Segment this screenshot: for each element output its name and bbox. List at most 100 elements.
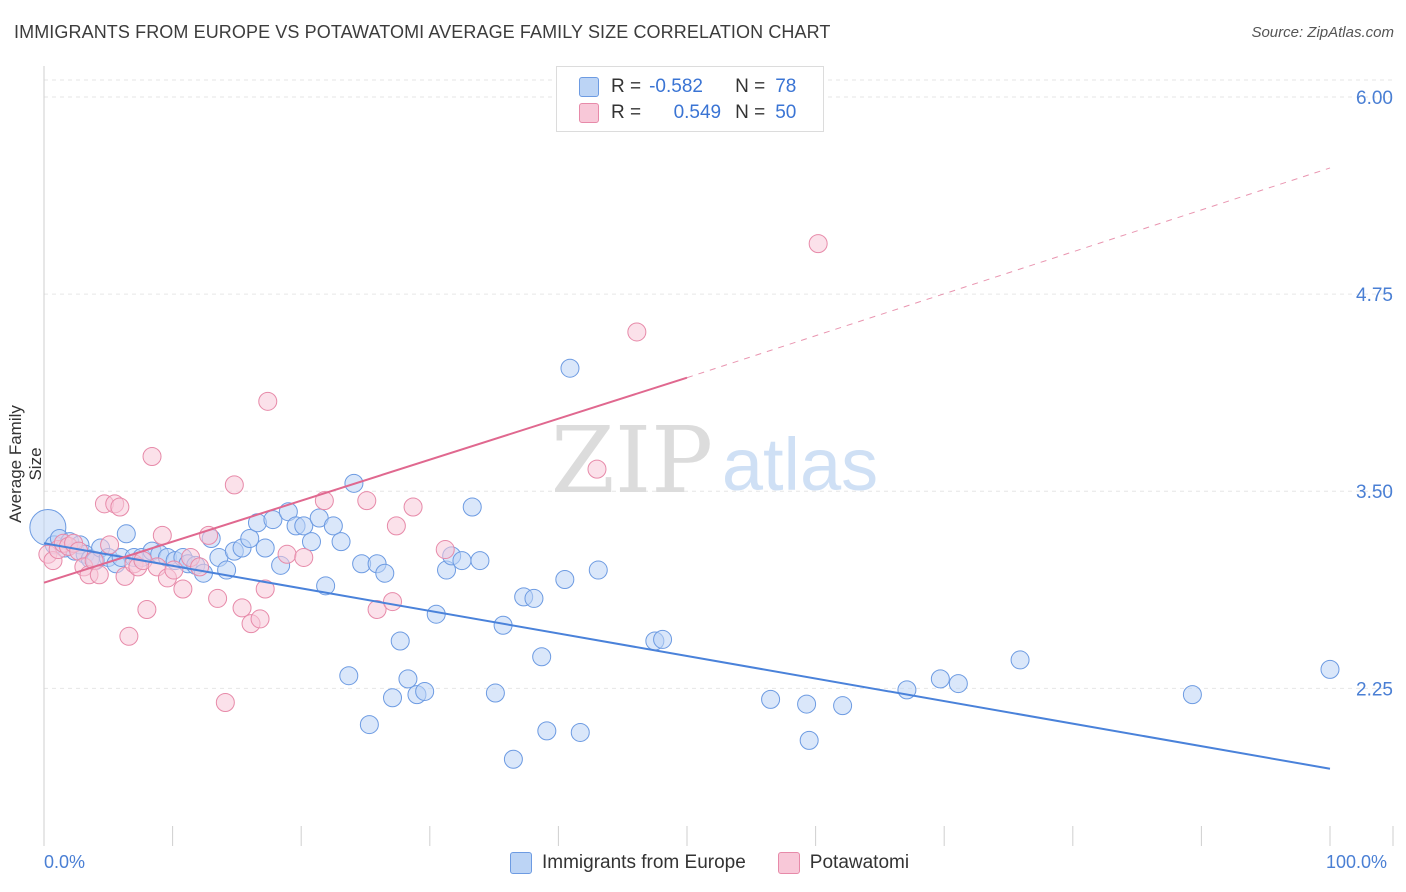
point-europe	[398, 669, 418, 689]
stats-legend: R = -0.582 N = 78 R = 0.549 N = 50	[556, 66, 824, 132]
point-potawatomi	[294, 547, 314, 567]
point-europe	[301, 532, 321, 552]
y-tick-label: 6.00	[1356, 88, 1393, 109]
trend-line-potawatomi	[43, 376, 688, 584]
point-europe	[359, 715, 379, 735]
point-europe	[462, 497, 482, 517]
point-europe	[833, 696, 853, 716]
legend-row-europe: R = -0.582 N = 78	[579, 76, 796, 98]
point-europe	[761, 689, 781, 709]
trend-line-potawatomi-extension	[686, 167, 1331, 379]
point-potawatomi	[808, 234, 828, 254]
point-europe	[532, 647, 552, 667]
data-points	[29, 234, 1340, 769]
point-europe	[799, 730, 819, 750]
point-europe	[503, 749, 523, 769]
y-tick-label: 4.75	[1356, 285, 1393, 306]
point-potawatomi	[190, 557, 210, 577]
point-europe	[415, 681, 435, 701]
legend-swatch-pink	[579, 103, 599, 123]
point-europe	[653, 629, 673, 649]
x-tick-max: 100.0%	[1326, 852, 1388, 872]
point-europe	[339, 666, 359, 686]
legend-r-value: 0.549	[673, 102, 722, 123]
point-potawatomi	[142, 447, 162, 467]
point-potawatomi	[110, 497, 130, 517]
legend-item-potawatomi: Potawatomi	[777, 852, 910, 874]
y-tick-label: 2.25	[1356, 679, 1393, 700]
point-potawatomi	[403, 497, 423, 517]
y-tick-label: 3.50	[1356, 482, 1393, 503]
point-potawatomi	[137, 599, 157, 619]
point-potawatomi	[587, 459, 607, 479]
point-europe	[588, 560, 608, 580]
y-axis-label: Average Family Size	[6, 405, 45, 523]
x-tick-min: 0.0%	[44, 852, 86, 872]
point-potawatomi	[232, 598, 252, 618]
point-potawatomi	[89, 565, 109, 585]
source-label: Source: ZipAtlas.com	[1251, 24, 1394, 41]
legend-n-label: N =	[735, 102, 766, 123]
legend-n-label: N =	[735, 76, 766, 97]
grid-lines	[44, 79, 1394, 689]
point-europe	[930, 669, 950, 689]
point-europe	[255, 538, 275, 558]
point-potawatomi	[255, 579, 275, 599]
point-europe	[240, 529, 260, 549]
legend-n-value: 50	[775, 102, 797, 123]
point-europe	[948, 674, 968, 694]
legend-item-europe: Immigrants from Europe	[510, 852, 746, 874]
point-potawatomi	[357, 491, 377, 511]
point-potawatomi	[164, 560, 184, 580]
point-potawatomi	[173, 579, 193, 599]
point-europe	[1182, 685, 1202, 705]
legend-label-europe: Immigrants from Europe	[542, 852, 746, 873]
legend-swatch-blue	[510, 852, 532, 874]
axes	[43, 66, 1394, 846]
point-europe	[452, 551, 472, 571]
point-europe	[116, 524, 136, 544]
trend-lines	[43, 167, 1331, 770]
point-potawatomi	[250, 609, 270, 629]
chart-title: IMMIGRANTS FROM EUROPE VS POTAWATOMI AVE…	[14, 22, 831, 42]
point-potawatomi	[435, 540, 455, 560]
point-europe	[375, 563, 395, 583]
point-europe	[470, 551, 490, 571]
legend-r-label: R =	[611, 102, 642, 123]
legend-swatch-blue	[579, 77, 599, 97]
legend-label-potawatomi: Potawatomi	[809, 852, 910, 873]
point-potawatomi	[224, 475, 244, 495]
point-potawatomi	[152, 525, 172, 545]
legend-row-potawatomi: R = 0.549 N = 50	[579, 102, 796, 124]
watermark-zip: ZIP	[551, 407, 713, 514]
point-europe	[560, 358, 580, 378]
point-europe	[383, 688, 403, 708]
point-europe	[537, 721, 557, 741]
point-europe	[1010, 650, 1030, 670]
watermark-atlas: atlas	[722, 423, 878, 506]
point-potawatomi	[277, 544, 297, 564]
point-potawatomi	[314, 491, 334, 511]
point-potawatomi	[100, 535, 120, 555]
point-europe	[390, 631, 410, 651]
y-tick-labels: 2.25 3.50 4.75 6.00	[1356, 88, 1393, 700]
point-potawatomi	[215, 693, 235, 713]
point-europe	[797, 694, 817, 714]
legend-r-label: R =	[611, 76, 642, 97]
point-europe	[1320, 659, 1340, 679]
point-potawatomi	[367, 599, 387, 619]
watermark: ZIP atlas	[551, 407, 878, 514]
point-potawatomi	[119, 626, 139, 646]
point-europe	[294, 516, 314, 536]
point-europe	[331, 532, 351, 552]
legend-swatch-pink	[777, 852, 800, 874]
series-legend: Immigrants from Europe Potawatomi	[510, 852, 941, 874]
point-europe	[323, 516, 343, 536]
point-europe	[316, 576, 336, 596]
point-potawatomi	[208, 588, 228, 608]
legend-r-value: -0.582	[649, 76, 703, 97]
point-europe	[524, 588, 544, 608]
point-europe	[570, 722, 590, 742]
point-europe	[485, 683, 505, 703]
